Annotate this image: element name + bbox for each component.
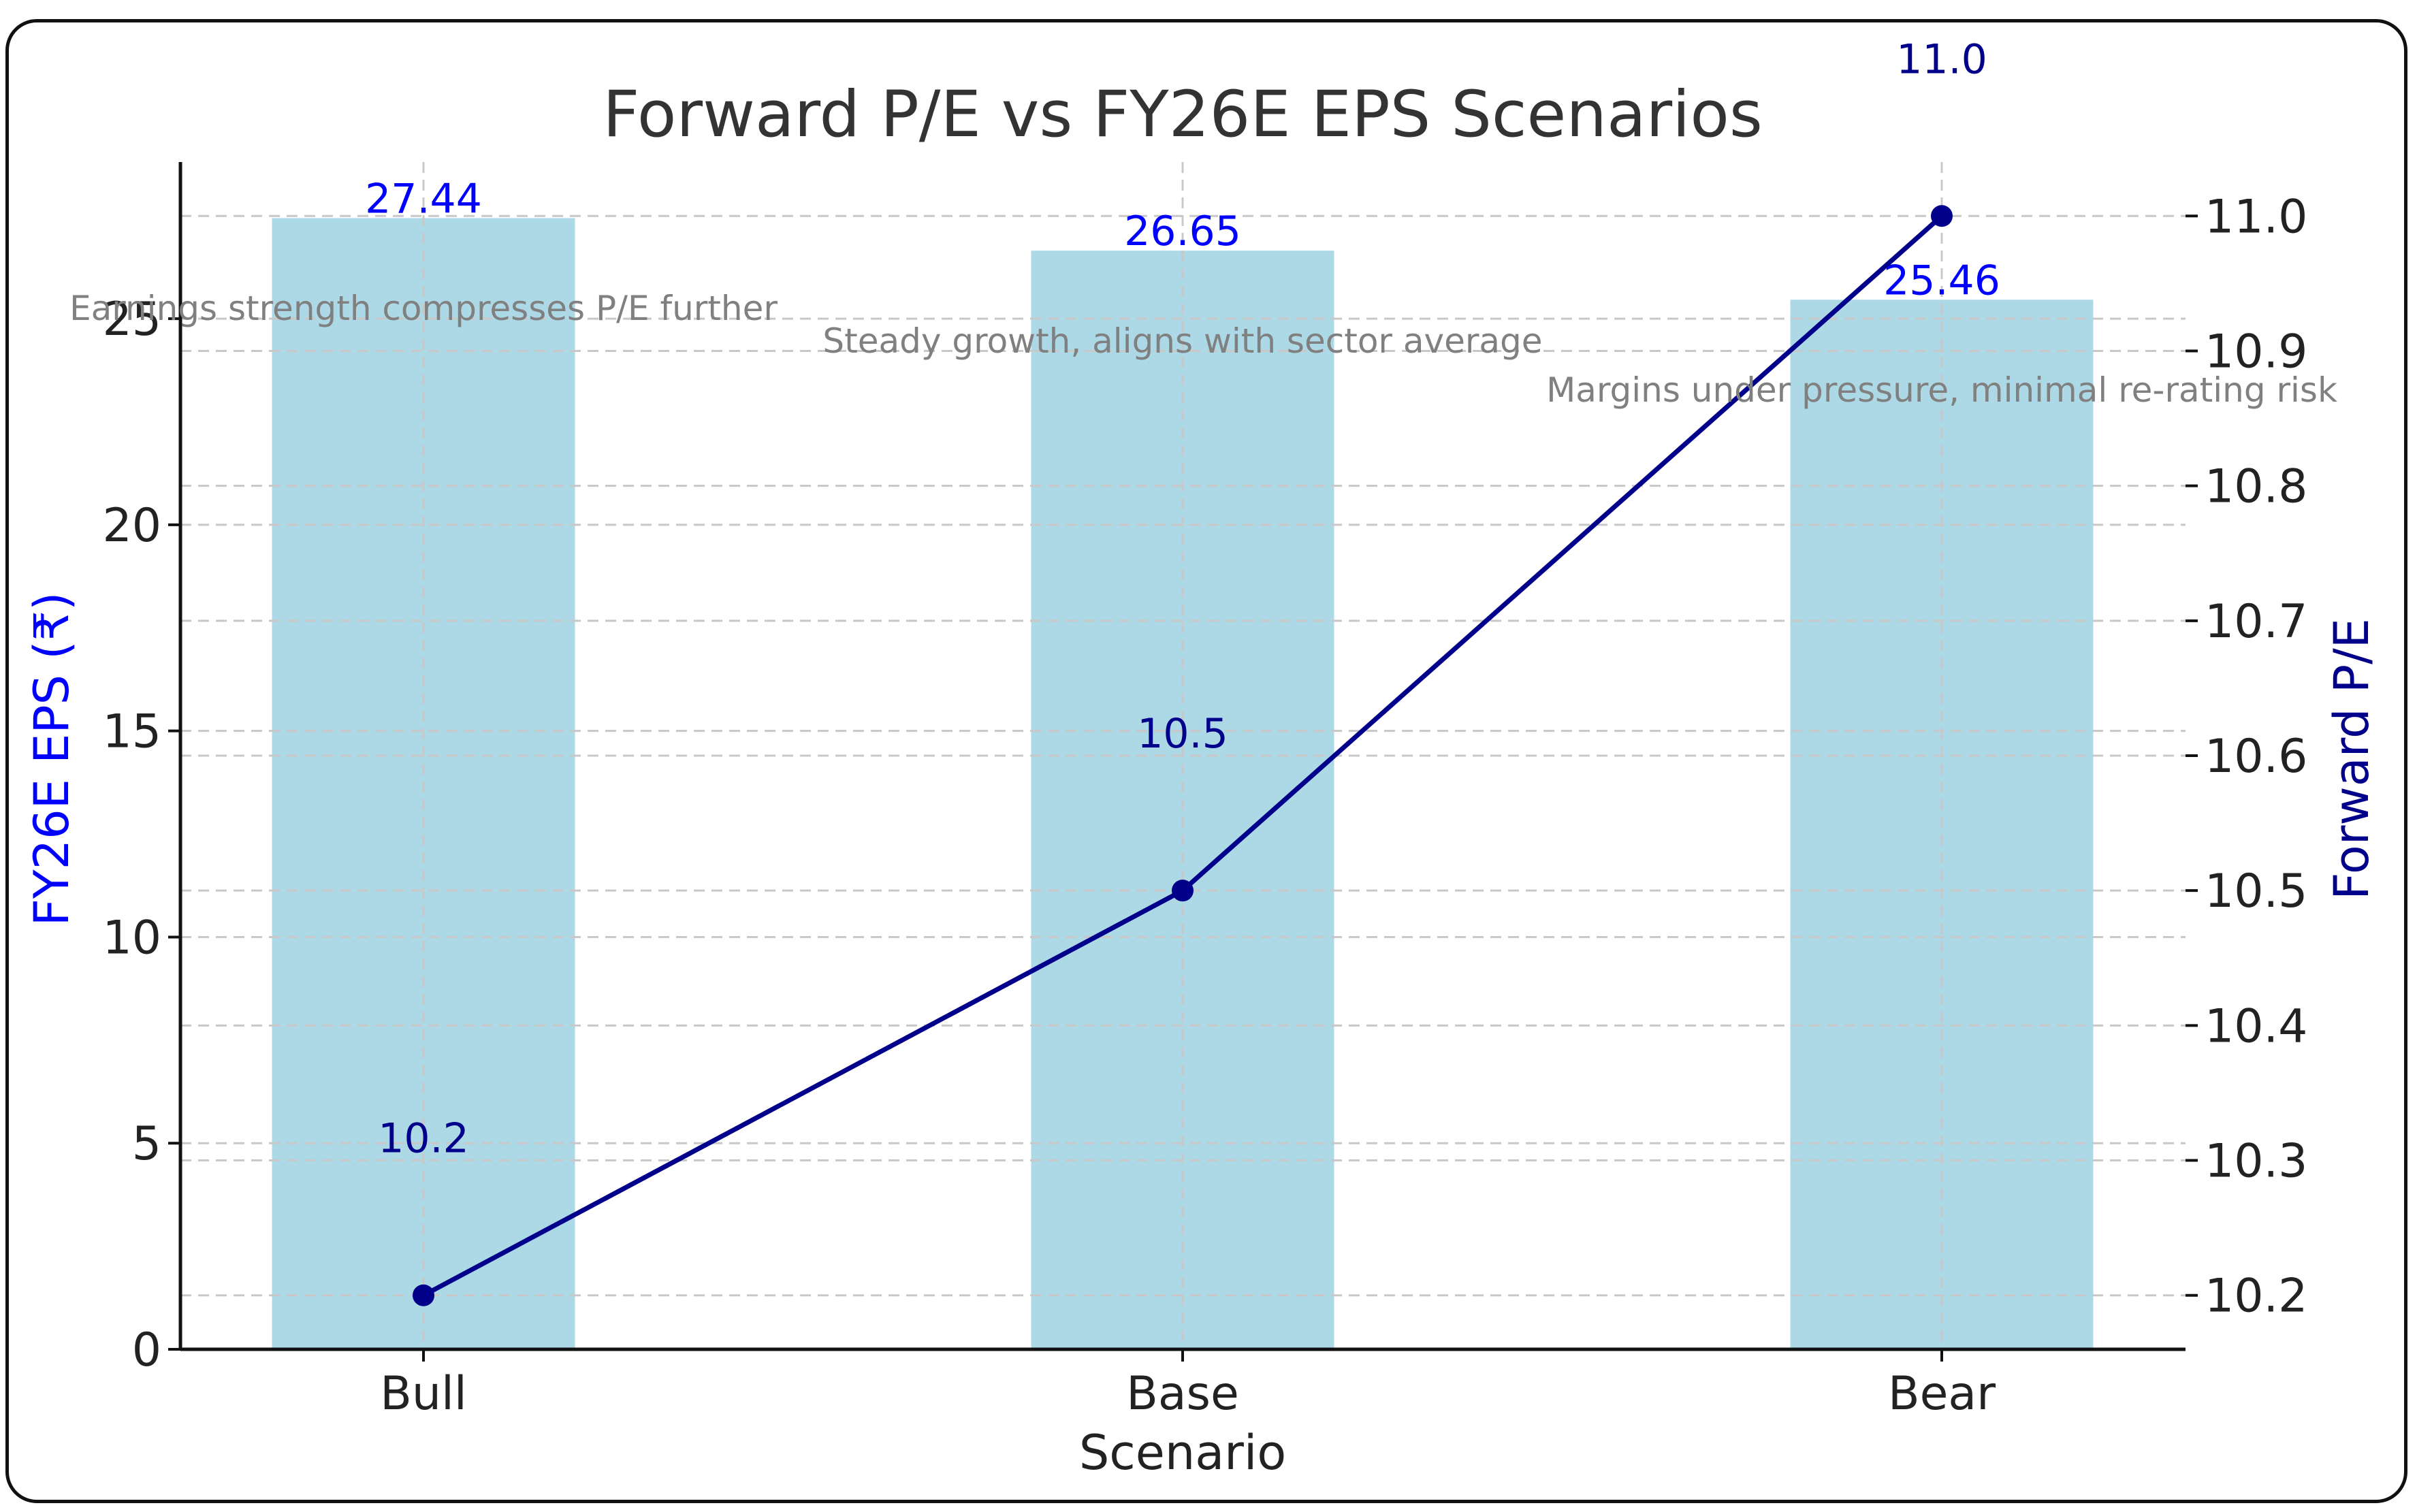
right-tick-label: 10.4 <box>2205 999 2307 1053</box>
right-tick-label: 10.6 <box>2205 730 2307 784</box>
annotation-bear: Margins under pressure, minimal re-ratin… <box>1546 370 2337 410</box>
right-tick-label: 10.8 <box>2205 460 2307 514</box>
right-tick-label: 10.2 <box>2205 1270 2307 1323</box>
x-tick-label: Base <box>1126 1367 1239 1421</box>
pe-marker-bear <box>1931 205 1953 227</box>
right-tick-label: 10.3 <box>2205 1135 2307 1189</box>
bar-value-label: 27.44 <box>365 175 482 223</box>
annotation-bull: Earnings strength compresses P/E further <box>69 289 778 328</box>
chart-title: Forward P/E vs FY26E EPS Scenarios <box>603 78 1763 152</box>
pe-marker-bull <box>413 1284 434 1306</box>
right-tick-label: 10.5 <box>2205 865 2307 918</box>
right-tick-label: 11.0 <box>2205 190 2307 244</box>
left-tick-label: 25 <box>102 293 161 347</box>
axis-layer: 0 5 10 15 20 25 10.2 10.3 10.4 10.5 10.6 10.7 10.8 10… <box>102 162 2307 1421</box>
right-tick-label: 10.7 <box>2205 595 2307 649</box>
x-tick-label: Bull <box>380 1367 467 1421</box>
left-tick-label: 20 <box>102 499 161 553</box>
x-tick-label: Bear <box>1888 1367 1996 1421</box>
left-tick-label: 0 <box>132 1323 161 1377</box>
bar-value-label: 25.46 <box>1883 257 2000 304</box>
pe-value-label: 11.0 <box>1896 35 1987 83</box>
annotation-base: Steady growth, aligns with sector averag… <box>822 321 1542 361</box>
left-axis-title: FY26E EPS (₹) <box>24 592 80 927</box>
x-axis-title: Scenario <box>1079 1425 1286 1481</box>
bar-value-label: 26.65 <box>1124 208 1241 255</box>
pe-marker-base <box>1172 880 1194 902</box>
right-axis-title: Forward P/E <box>2324 618 2380 900</box>
left-tick-label: 5 <box>132 1117 161 1171</box>
pe-value-label: 10.2 <box>378 1115 469 1163</box>
left-tick-label: 10 <box>102 911 161 965</box>
right-tick-label: 10.9 <box>2205 325 2307 379</box>
left-tick-label: 15 <box>102 705 161 759</box>
line-layer: 27.44 26.65 25.46 10.2 10.5 11.0 <box>365 35 2000 1306</box>
pe-value-label: 10.5 <box>1137 710 1228 758</box>
